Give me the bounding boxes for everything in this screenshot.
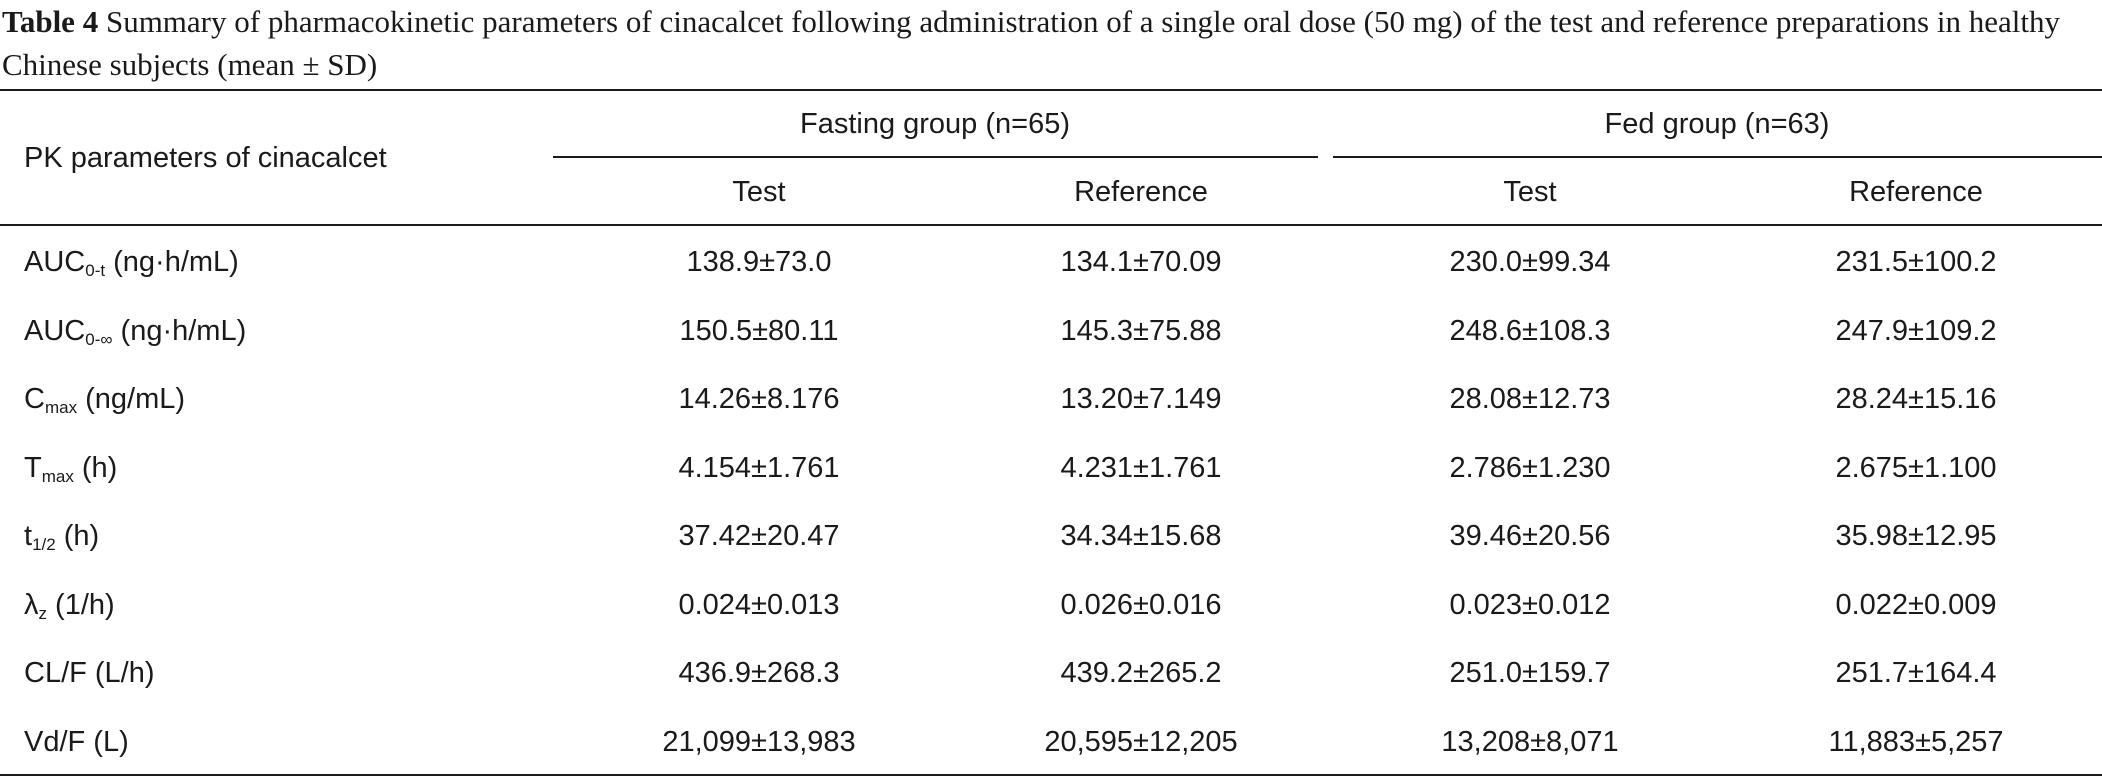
cell-fed-reference: 247.9±109.2 (1835, 315, 1997, 347)
cell-fed-reference: 251.7±164.4 (1835, 657, 1997, 689)
parameter-subscript: 0-t (85, 261, 106, 280)
cell-fasting-test: 436.9±268.3 (678, 657, 840, 689)
row-parameter-label: CL/F (L/h) (24, 655, 155, 691)
cell-fed-reference: 28.24±15.16 (1835, 383, 1997, 415)
cell-fasting-reference: 0.026±0.016 (1060, 589, 1222, 621)
parameter-symbol: AUC (24, 315, 86, 347)
row-parameter-label: Vd/F (L) (24, 724, 129, 760)
subcol-fed-reference: Reference (1849, 176, 1983, 208)
cell-fasting-reference: 20,595±12,205 (1044, 726, 1238, 758)
parameter-subscript: 0-∞ (85, 330, 113, 349)
cell-fed-test: 39.46±20.56 (1449, 520, 1611, 552)
parameter-unit: (1/h) (47, 589, 115, 621)
parameter-symbol: λ (24, 589, 39, 621)
parameter-subscript: max (41, 467, 74, 486)
parameter-symbol: Vd/F (L) (24, 726, 129, 758)
header-bottom-rule (0, 224, 2102, 226)
cell-fasting-test: 37.42±20.47 (678, 520, 840, 552)
cell-fed-reference: 11,883±5,257 (1828, 726, 2004, 758)
parameter-symbol: t (24, 520, 33, 552)
parameter-symbol: CL/F (L/h) (24, 657, 155, 689)
cell-fed-test: 248.6±108.3 (1449, 315, 1611, 347)
row-parameter-label: Tmax (h) (24, 450, 117, 486)
cell-fasting-test: 150.5±80.11 (679, 315, 839, 347)
cell-fasting-test: 14.26±8.176 (678, 383, 840, 415)
row-parameter-label: AUC0-∞ (ng·h/mL) (24, 313, 246, 349)
cell-fasting-reference: 34.34±15.68 (1060, 520, 1222, 552)
subcol-fasting-reference: Reference (1074, 176, 1208, 208)
cell-fasting-test: 4.154±1.761 (678, 452, 840, 484)
table-label: Table 4 (2, 4, 99, 39)
cell-fasting-test: 21,099±13,983 (662, 726, 856, 758)
table-top-rule (0, 89, 2102, 91)
cell-fasting-reference: 439.2±265.2 (1060, 657, 1222, 689)
parameter-unit: (ng·h/mL) (112, 315, 247, 347)
table-caption-text: Summary of pharmacokinetic parameters of… (2, 4, 2060, 82)
parameter-unit: (h) (73, 452, 118, 484)
cell-fed-reference: 0.022±0.009 (1835, 589, 1997, 621)
parameter-subscript: max (44, 398, 78, 417)
parameter-subscript: z (38, 604, 48, 623)
cell-fed-test: 13,208±8,071 (1441, 726, 1619, 758)
cell-fasting-test: 0.024±0.013 (678, 589, 840, 621)
cell-fed-test: 230.0±99.34 (1449, 246, 1611, 278)
cell-fed-test: 0.023±0.012 (1449, 589, 1611, 621)
fasting-group-header: Fasting group (n=65) (799, 108, 1071, 140)
cell-fasting-reference: 134.1±70.09 (1060, 246, 1222, 278)
cell-fasting-reference: 13.20±7.149 (1060, 383, 1222, 415)
row-parameter-label: AUC0-t (ng·h/mL) (24, 244, 239, 280)
cell-fed-reference: 231.5±100.2 (1835, 246, 1997, 278)
parameter-symbol: C (24, 383, 45, 415)
table-bottom-rule (0, 774, 2102, 776)
cell-fasting-reference: 4.231±1.761 (1060, 452, 1222, 484)
cell-fed-reference: 35.98±12.95 (1835, 520, 1997, 552)
parameter-symbol: T (24, 452, 42, 484)
row-parameter-label: Cmax (ng/mL) (24, 381, 185, 417)
parameter-subscript: 1/2 (32, 535, 56, 554)
parameter-unit: (ng·h/mL) (105, 246, 239, 278)
cell-fasting-reference: 145.3±75.88 (1060, 315, 1222, 347)
cell-fed-test: 28.08±12.73 (1449, 383, 1611, 415)
row-parameter-label: λz (1/h) (24, 587, 115, 623)
cell-fed-test: 251.0±159.7 (1449, 657, 1611, 689)
param-column-header: PK parameters of cinacalcet (24, 142, 387, 174)
parameter-symbol: AUC (24, 246, 86, 278)
parameter-unit: (ng/mL) (77, 383, 186, 415)
fasting-group-rule (553, 156, 1318, 158)
fed-group-rule (1333, 156, 2102, 158)
subcol-fasting-test: Test (732, 176, 786, 208)
cell-fed-test: 2.786±1.230 (1449, 452, 1611, 484)
table-caption: Table 4 Summary of pharmacokinetic param… (2, 0, 2096, 86)
parameter-unit: (h) (55, 520, 100, 552)
row-parameter-label: t1/2 (h) (24, 518, 99, 554)
cell-fasting-test: 138.9±73.0 (686, 246, 832, 278)
subcol-fed-test: Test (1503, 176, 1557, 208)
fed-group-header: Fed group (n=63) (1604, 108, 1830, 140)
cell-fed-reference: 2.675±1.100 (1835, 452, 1997, 484)
